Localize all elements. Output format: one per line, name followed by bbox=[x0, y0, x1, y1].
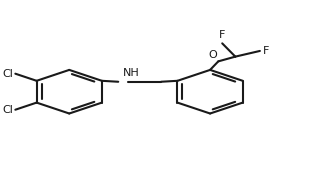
Text: NH: NH bbox=[123, 68, 139, 78]
Text: Cl: Cl bbox=[3, 69, 14, 79]
Text: F: F bbox=[263, 46, 269, 56]
Text: Cl: Cl bbox=[3, 105, 14, 115]
Text: O: O bbox=[208, 50, 217, 60]
Text: F: F bbox=[219, 30, 225, 40]
